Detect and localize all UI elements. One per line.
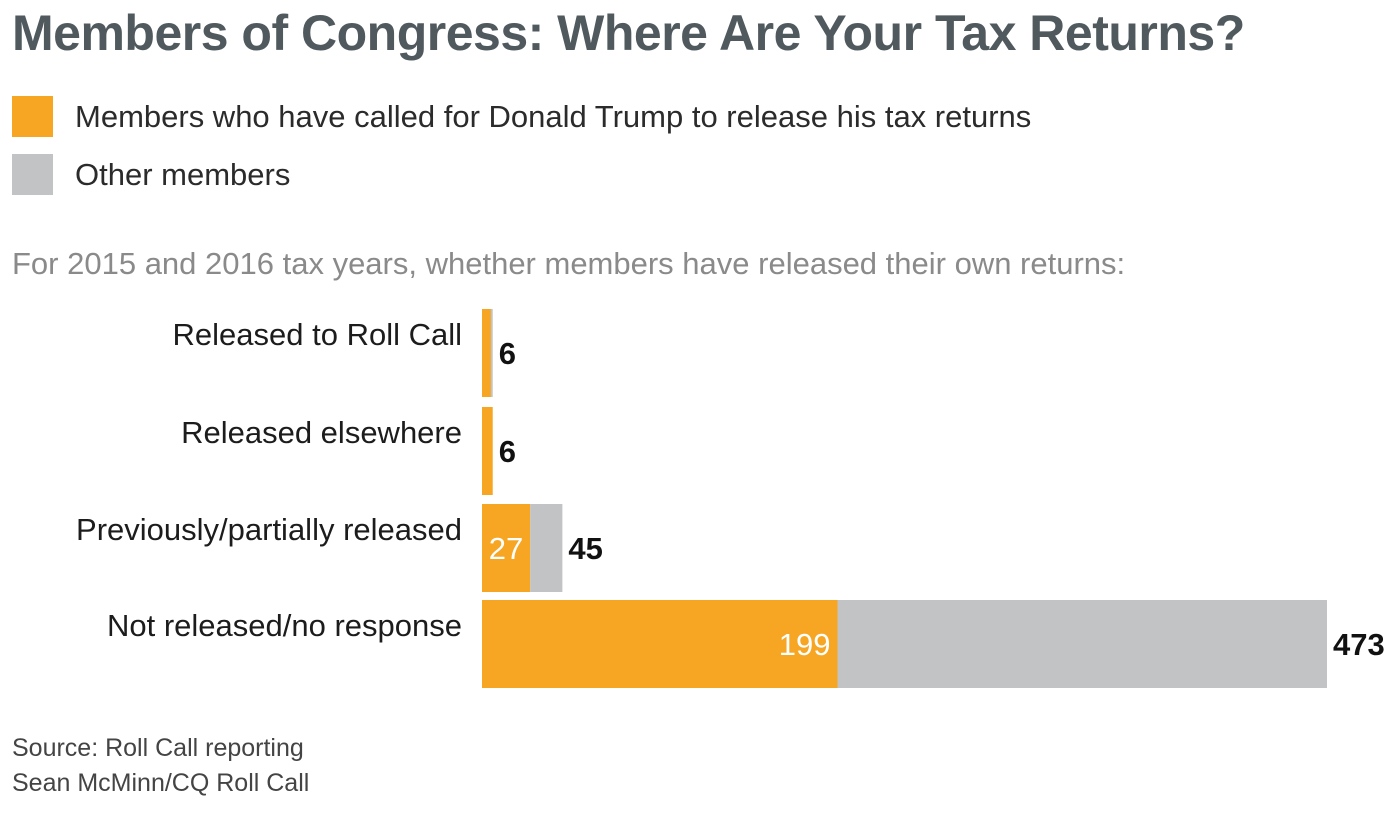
legend-swatch-orange xyxy=(12,96,53,137)
legend-item-called-for-trump: Members who have called for Donald Trump… xyxy=(12,96,1031,137)
inside-label-previously-partially-released: 27 xyxy=(489,531,523,566)
legend-label-other-members: Other members xyxy=(75,156,291,192)
credit-note: Sean McMinn/CQ Roll Call xyxy=(12,769,310,797)
bar-previously-partially-released-called-for-trump xyxy=(482,504,531,592)
source-note: Source: Roll Call reporting xyxy=(12,734,304,762)
total-label-released-elsewhere: 6 xyxy=(499,434,516,469)
category-label-released-to-roll-call: Released to Roll Call xyxy=(173,317,462,352)
category-label-released-elsewhere: Released elsewhere xyxy=(181,415,462,450)
bar-previously-partially-released-other-members xyxy=(530,504,563,592)
bar-chart: Released to Roll Call 6 Released elsewhere… xyxy=(76,309,1385,688)
bar-released-to-roll-call-called-for-trump xyxy=(482,309,491,397)
bar-not-released-no-response-called-for-trump xyxy=(482,600,838,688)
inside-label-not-released-no-response: 199 xyxy=(779,627,831,662)
total-label-not-released-no-response: 473 xyxy=(1333,627,1385,662)
total-label-previously-partially-released: 45 xyxy=(568,531,602,566)
total-label-released-to-roll-call: 6 xyxy=(499,336,516,371)
legend-swatch-gray xyxy=(12,154,53,195)
legend-item-other-members: Other members xyxy=(12,154,290,195)
bar-released-to-roll-call-other-members xyxy=(490,309,493,397)
bar-released-elsewhere-called-for-trump xyxy=(482,407,493,495)
category-label-previously-partially-released: Previously/partially released xyxy=(76,512,462,547)
chart-subtitle: For 2015 and 2016 tax years, whether mem… xyxy=(12,246,1126,281)
category-label-not-released-no-response: Not released/no response xyxy=(107,608,462,643)
legend-label-called-for-trump: Members who have called for Donald Trump… xyxy=(75,98,1032,134)
chart-title: Members of Congress: Where Are Your Tax … xyxy=(12,5,1245,61)
bar-not-released-no-response-other-members xyxy=(837,600,1327,688)
